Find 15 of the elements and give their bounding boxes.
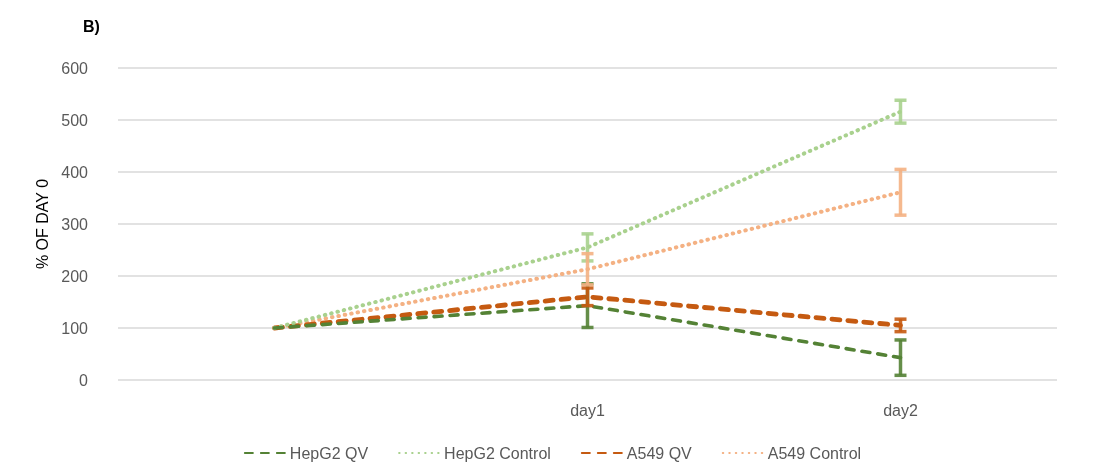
y-tick-label: 600 [61,59,89,77]
y-tick-label: 0 [79,371,89,389]
x-tick-label: day1 [570,401,605,419]
y-tick-label: 400 [61,163,89,181]
y-tick-label: 300 [61,215,89,233]
legend-label: HepG2 Control [444,444,551,462]
x-tick-label: day2 [883,401,918,419]
chart-title: B) [83,17,100,35]
y-axis-title: % OF DAY 0 [33,178,51,270]
y-tick-label: 500 [61,111,89,129]
legend-label: A549 Control [767,444,862,462]
legend-label: HepG2 QV [289,444,369,462]
legend-label: A549 QV [626,444,693,462]
y-tick-label: 100 [61,319,89,337]
y-tick-label: 200 [61,267,89,285]
